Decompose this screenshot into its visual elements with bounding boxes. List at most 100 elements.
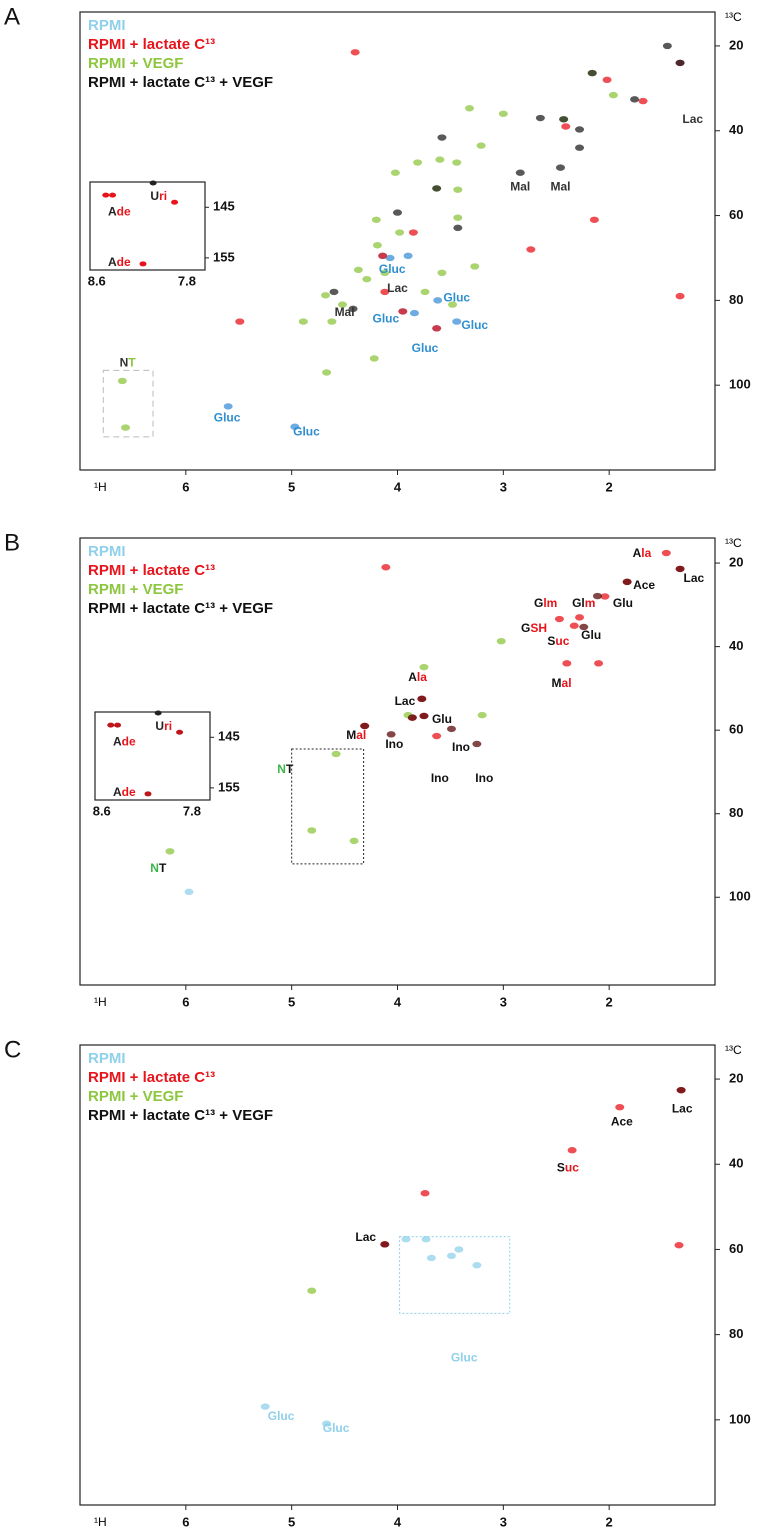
- annotation: Uri: [150, 189, 167, 203]
- peak: [567, 1147, 577, 1154]
- peak: [117, 377, 127, 385]
- peak: [575, 144, 585, 151]
- annotation: Ade: [113, 785, 136, 799]
- annotation: Ade: [113, 735, 136, 749]
- legend-entry: RPMI + VEGF: [88, 1088, 183, 1105]
- peak: [561, 123, 571, 130]
- peak: [472, 1262, 482, 1269]
- inset-x-tick-label: 8.6: [93, 803, 111, 818]
- annotation-part: Glu: [613, 596, 633, 610]
- annotation-part: Ino: [385, 737, 403, 751]
- inset-peak: [176, 729, 184, 735]
- peak: [419, 663, 429, 671]
- peak: [322, 369, 332, 376]
- region-box: [399, 1236, 511, 1314]
- annotation: Gluc: [293, 425, 320, 439]
- peak: [353, 266, 363, 274]
- peak: [437, 134, 447, 141]
- annotation-part: M: [552, 676, 562, 690]
- peak: [403, 252, 413, 260]
- peak: [408, 229, 418, 236]
- peak: [420, 1190, 430, 1197]
- annotation: Ade: [108, 255, 131, 269]
- legend-entry: RPMI + lactate C¹³: [88, 1069, 215, 1086]
- annotation-part: ri: [164, 719, 172, 733]
- peak: [390, 169, 400, 176]
- y-tick-label: 60: [729, 207, 743, 222]
- peak: [622, 578, 632, 586]
- annotation: Lac: [395, 694, 416, 708]
- annotation-part: de: [117, 255, 131, 269]
- inset-x-tick-label: 7.8: [178, 273, 196, 288]
- annotation: Lac: [355, 1230, 376, 1244]
- peak: [432, 325, 442, 332]
- y-tick-label: 40: [729, 122, 743, 137]
- peak: [329, 288, 339, 296]
- peak: [417, 695, 427, 703]
- inset-x-tick-label: 7.8: [183, 803, 201, 818]
- annotation-part: Lac: [355, 1230, 376, 1244]
- peak: [437, 269, 447, 277]
- peak: [307, 1287, 317, 1294]
- legend-entry: RPMI + lactate C¹³: [88, 36, 215, 53]
- peak: [407, 714, 417, 721]
- peak: [476, 142, 486, 149]
- peak: [559, 116, 569, 123]
- inset-y-tick-label: 155: [213, 249, 235, 264]
- peak: [593, 592, 603, 600]
- y-tick-label: 100: [729, 1411, 751, 1426]
- peak: [569, 622, 579, 629]
- peak: [472, 740, 482, 748]
- annotation: Ace: [633, 578, 655, 592]
- x-axis-label: ¹H: [94, 1515, 107, 1529]
- panel-label: C: [4, 1036, 21, 1063]
- annotation-part: S: [557, 1161, 565, 1175]
- annotation-part: Gluc: [451, 1351, 478, 1365]
- annotation-part: al: [356, 728, 366, 742]
- peak: [223, 403, 233, 410]
- annotation-part: Ino: [431, 771, 449, 785]
- peak: [350, 49, 360, 56]
- peak: [385, 254, 395, 262]
- peak: [600, 593, 610, 600]
- peak: [327, 318, 337, 325]
- annotation-part: A: [108, 255, 117, 269]
- annotation: Ala: [408, 670, 427, 684]
- legend-entry: RPMI + VEGF: [88, 581, 183, 598]
- peak: [331, 750, 341, 758]
- annotation-part: Gluc: [461, 318, 488, 332]
- annotation-part: A: [113, 785, 122, 799]
- annotation-part: G: [521, 621, 530, 635]
- inset-y-tick-label: 145: [218, 729, 240, 744]
- peak: [435, 156, 445, 163]
- annotation-part: A: [108, 205, 117, 219]
- panel: A 20 40 60 80 100 6 5 4 3 2 ¹³C ¹H RPMI RPMI + lactate…: [4, 3, 751, 494]
- panel-label: B: [4, 529, 20, 556]
- annotation-part: N: [277, 762, 286, 776]
- y-tick-label: 40: [729, 638, 743, 653]
- annotation: Suc: [547, 634, 569, 648]
- x-tick-label: 2: [606, 479, 613, 494]
- annotation: Ala: [633, 546, 652, 560]
- region-box: [291, 748, 365, 865]
- peak: [421, 1236, 431, 1243]
- peak: [398, 308, 408, 315]
- peak: [380, 1241, 390, 1248]
- annotation: Lac: [387, 281, 408, 295]
- annotation-part: Gluc: [214, 411, 241, 425]
- peak: [554, 615, 564, 623]
- annotation-part: de: [122, 735, 136, 749]
- peak: [453, 214, 463, 221]
- peak: [409, 309, 419, 317]
- annotation-part: U: [155, 719, 164, 733]
- peak: [535, 114, 545, 122]
- legend-entry: RPMI + VEGF: [88, 55, 183, 72]
- peak: [378, 252, 388, 260]
- peak: [369, 355, 379, 362]
- peak: [322, 1420, 332, 1427]
- annotation: Uri: [155, 719, 172, 733]
- peak: [395, 229, 405, 236]
- panel: B 20 40 60 80 100 6 5 4 3 2 ¹³C ¹H RPMI RPMI + lactate…: [4, 529, 751, 1009]
- peak: [675, 292, 685, 300]
- peak: [526, 246, 536, 253]
